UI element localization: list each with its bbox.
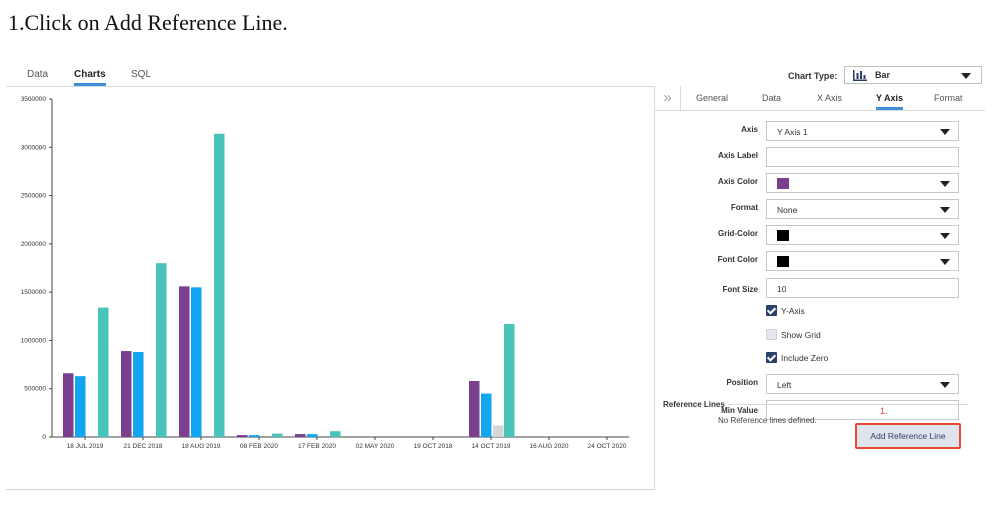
tabs-divider: [6, 86, 654, 87]
format-label: Format: [730, 203, 758, 212]
y-tick-label: 2000000: [21, 241, 47, 248]
bar-chart: 3500000 3000000 2500000 2000000 1500000 10000…: [21, 96, 629, 450]
checkbox-checked-icon: [766, 352, 777, 363]
bar: [504, 324, 515, 437]
x-tick-label: 14 OCT 2019: [472, 443, 511, 450]
x-tick-label: 17 FEB 2020: [298, 443, 336, 450]
bar: [156, 263, 167, 437]
y-tick-label: 3000000: [21, 144, 47, 151]
bar: [307, 434, 318, 437]
panel-tabs: » General Data X Axis Y Axis Format: [655, 86, 985, 111]
bar: [75, 376, 86, 437]
tab-y-axis[interactable]: Y Axis: [876, 93, 904, 110]
bar: [272, 433, 283, 437]
min-value-input[interactable]: [766, 400, 959, 420]
chevron-down-icon: [940, 181, 950, 187]
chart-type-select[interactable]: Bar: [844, 66, 982, 84]
font-color-picker[interactable]: [766, 251, 959, 271]
bar: [214, 133, 225, 437]
y-tick-label: 0: [42, 434, 46, 441]
position-label: Position: [726, 378, 758, 387]
reference-lines-section: Reference Lines No Reference lines defin…: [654, 86, 984, 490]
min-value-label: Min Value: [721, 406, 758, 415]
properties-panel: » General Data X Axis Y Axis Format Axis…: [654, 86, 985, 490]
checkbox-checked-icon: [766, 305, 777, 316]
x-tick-label: 18 AUG 2019: [181, 443, 220, 450]
tab-sql[interactable]: SQL: [131, 69, 152, 80]
axis-color-swatch: [777, 178, 789, 189]
grid-color-label: Grid-Color: [718, 229, 758, 238]
axis-select[interactable]: Y Axis 1: [766, 121, 959, 141]
grid-color-swatch: [777, 230, 789, 241]
chart-type-label: Chart Type:: [788, 71, 838, 81]
font-size-label: Font Size: [722, 285, 758, 294]
step-marker: 1.: [880, 406, 888, 416]
y-tick-label: 3500000: [21, 96, 47, 103]
x-tick-label: 18 JUL 2019: [67, 443, 104, 450]
x-tick-label: 19 OCT 2018: [414, 443, 453, 450]
y-tick-label: 2500000: [21, 193, 47, 200]
chevron-down-icon: [940, 233, 950, 239]
tab-charts[interactable]: Charts: [74, 69, 106, 86]
format-select-value: None: [777, 205, 798, 215]
chart-type-value: Bar: [875, 70, 891, 80]
y-tick-label: 1000000: [21, 337, 47, 344]
bar: [493, 425, 504, 437]
axis-label-field-label: Axis Label: [717, 151, 758, 160]
font-color-swatch: [777, 256, 789, 267]
chevron-down-icon: [940, 382, 950, 388]
instruction-text: 1.Click on Add Reference Line.: [8, 10, 288, 35]
tab-data[interactable]: Data: [27, 69, 49, 80]
chart-editor: Data Charts SQL Chart Type: Bar 3500000 3…: [6, 60, 985, 490]
add-reference-line-button[interactable]: Add Reference Line: [855, 423, 961, 449]
tab-format[interactable]: Format: [934, 93, 963, 103]
y-tick-label: 1500000: [21, 289, 47, 296]
collapse-icon[interactable]: »: [655, 86, 681, 111]
y-tick-label: 500000: [24, 386, 46, 393]
bar: [63, 373, 74, 437]
bar: [481, 393, 492, 437]
reference-lines-divider: [728, 404, 968, 405]
x-tick-label: 16 AUG 2020: [529, 443, 568, 450]
tab-x-axis[interactable]: X Axis: [817, 93, 843, 103]
font-size-input[interactable]: 10: [766, 278, 959, 298]
font-color-label: Font Color: [717, 255, 758, 264]
axis-select-value: Y Axis 1: [777, 127, 808, 137]
reference-lines-empty-text: No Reference lines defined.: [718, 416, 817, 425]
bar: [237, 435, 248, 437]
tab-general[interactable]: General: [696, 93, 729, 103]
bar: [179, 286, 190, 437]
x-tick-label: 24 OCT 2020: [588, 443, 627, 450]
bar: [295, 434, 306, 437]
bar: [98, 307, 109, 437]
tab-panel-data[interactable]: Data: [762, 93, 782, 103]
x-tick-label: 08 FEB 2020: [240, 443, 278, 450]
font-size-value: 10: [777, 284, 787, 294]
bar: [330, 431, 341, 437]
axis-label-input[interactable]: [766, 147, 959, 167]
bar: [191, 287, 202, 437]
bar-chart-icon: [853, 70, 867, 81]
chevron-down-icon: [940, 207, 950, 213]
chevron-down-icon: [961, 73, 971, 79]
chevron-down-icon: [940, 259, 950, 265]
bar: [133, 352, 144, 437]
position-select[interactable]: Left: [766, 374, 959, 394]
checkbox-unchecked-icon: [766, 329, 777, 340]
chevron-down-icon: [940, 129, 950, 135]
bar: [249, 435, 260, 437]
format-select[interactable]: None: [766, 199, 959, 219]
axis-label-text: Axis: [741, 125, 758, 134]
axis-color-picker[interactable]: [766, 173, 959, 193]
position-select-value: Left: [777, 380, 792, 390]
reference-lines-title: Reference Lines: [663, 400, 725, 409]
grid-color-picker[interactable]: [766, 225, 959, 245]
x-tick-label: 02 MAY 2020: [356, 443, 395, 450]
axis-color-label: Axis Color: [717, 177, 758, 186]
bar: [121, 351, 132, 437]
bar: [469, 380, 480, 437]
x-tick-label: 21 DEC 2018: [123, 443, 162, 450]
